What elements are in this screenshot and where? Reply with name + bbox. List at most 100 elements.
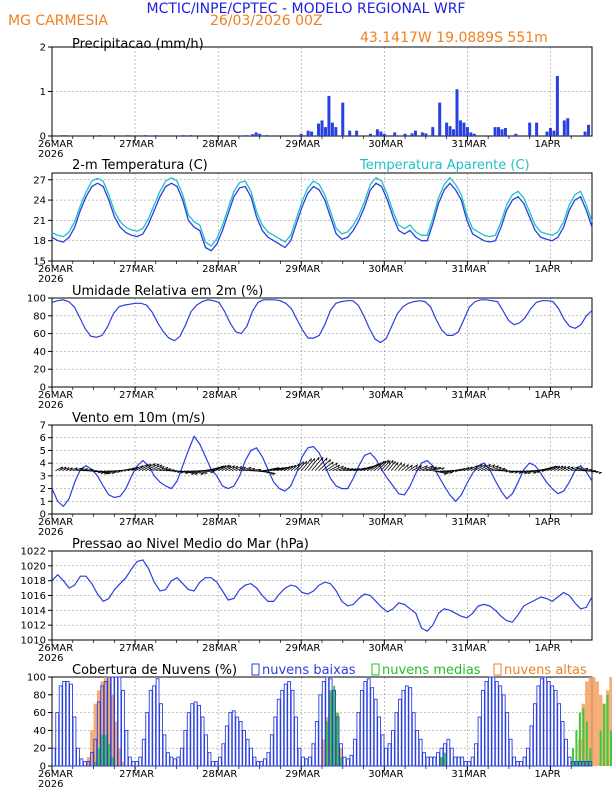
wind-vector (463, 466, 473, 472)
cloud-low-bar (436, 752, 440, 767)
precip-ytick-label: 1 (40, 87, 46, 98)
wind-vector (186, 470, 204, 475)
wind-vector (495, 469, 507, 472)
clouds-xtick-label: 29MAR (285, 769, 320, 780)
wind-vector (141, 463, 156, 472)
wind-vector (415, 465, 428, 472)
wind-vector (429, 467, 445, 472)
cloud-low-bar (588, 761, 593, 767)
cloud-low-bar (370, 687, 375, 767)
cloud-mid-bar (336, 712, 339, 766)
clouds-xtick-label: 1APR (534, 769, 560, 780)
wind-vector (162, 469, 175, 472)
wind-vector (481, 464, 495, 472)
wind-ytick-label: 5 (40, 446, 46, 457)
cloud-mid-bar (571, 748, 574, 766)
humidity-frame (51, 297, 593, 388)
precip-bar (98, 135, 102, 136)
precip-bar (493, 127, 497, 136)
cloud-low-bar (256, 761, 260, 767)
clouds-xtick-label: 30MAR (368, 769, 403, 780)
wind-vector (69, 467, 78, 472)
wind-title: Vento em 10m (m/s) (72, 411, 205, 426)
cloud-low-bar (539, 678, 544, 767)
precip-bar (552, 130, 556, 136)
wind-vector (214, 465, 227, 472)
wind-vector (128, 466, 138, 472)
precip-xtick-label: 27MAR (119, 139, 154, 150)
wind-vector (373, 460, 387, 472)
cloud-low-bar (103, 681, 108, 767)
temperature-ytick-label: 18 (33, 236, 46, 247)
precip-bar (188, 135, 192, 136)
cloud-low-bar (391, 729, 395, 767)
cloud-low-bar (356, 712, 361, 767)
wind-vector (477, 463, 491, 472)
humidity-ytick-label: 80 (33, 311, 46, 322)
cloud-low-bar (488, 676, 492, 767)
clouds-year-label: 2026 (38, 779, 63, 790)
cloud-low-bar (463, 761, 468, 767)
cloud-low-bar (328, 678, 333, 767)
temperature-xtick-label: 29MAR (285, 264, 320, 275)
cloud-low-bar (266, 752, 271, 767)
cloud-low-bar (411, 712, 416, 767)
cloud-low-bar (363, 681, 368, 767)
wind-vector (484, 465, 499, 472)
wind-vector (578, 468, 593, 472)
cloud-high-bar (93, 703, 97, 766)
cloud-mid-bar (603, 703, 606, 766)
wind-vector (346, 468, 357, 472)
cloud-low-bar (166, 752, 170, 767)
wind-vector-head (305, 461, 307, 465)
cloud-low-bar (553, 689, 558, 767)
cloud-low-bar (297, 747, 302, 767)
wind-vector-head (537, 471, 541, 474)
cloud-low-bar (96, 701, 101, 767)
wind-vector (287, 464, 296, 472)
pressure-xtick-label: 1APR (534, 643, 560, 654)
precip-bar (375, 129, 379, 136)
wind-vector (564, 466, 574, 472)
wind-vector (283, 465, 293, 472)
cloud-low-bar (339, 743, 343, 767)
wind-vector-head (239, 466, 243, 469)
wind-vector-head (66, 467, 70, 471)
wind-vector-head (153, 463, 156, 467)
wind-vector-head (407, 464, 409, 468)
wind-vector (432, 470, 447, 474)
clouds-xtick-label: 26MAR (38, 769, 73, 780)
wind-vector (297, 460, 307, 472)
cloud-mid-bar (104, 734, 107, 766)
cloud-low-bar (117, 676, 122, 767)
wind-vector-head (232, 465, 235, 469)
cloud-high-bar (592, 677, 596, 766)
wind-vector (238, 466, 252, 472)
apparent-temp-line (51, 176, 593, 247)
precip-bar (209, 135, 213, 136)
wind-vector-head (313, 458, 315, 462)
cloud-low-bar (76, 747, 80, 767)
clouds-legend-swatch (493, 663, 502, 676)
cloud-mid-bar (443, 752, 446, 766)
cloud-mid-bar (582, 708, 585, 766)
cloud-high-bar (97, 690, 101, 766)
wind-vector (384, 459, 394, 472)
wind-vector (342, 468, 353, 472)
wind-vector (436, 470, 449, 474)
cloud-low-bar (536, 685, 541, 767)
cloud-low-bar (301, 756, 305, 767)
wind-vector-head (335, 462, 338, 466)
wind-vector (193, 470, 214, 473)
clouds-title: Cobertura de Nuvens (%) (72, 663, 237, 678)
wind-vector (276, 466, 287, 472)
cloud-low-bar (179, 747, 184, 767)
wind-vector-head (394, 461, 396, 465)
cloud-low-bar (107, 676, 111, 767)
cloud-low-bar (218, 756, 222, 767)
clouds-legend-1: nuvens medias (382, 663, 481, 678)
cloud-low-bar (491, 676, 496, 767)
precip-year-label: 2026 (38, 149, 63, 160)
